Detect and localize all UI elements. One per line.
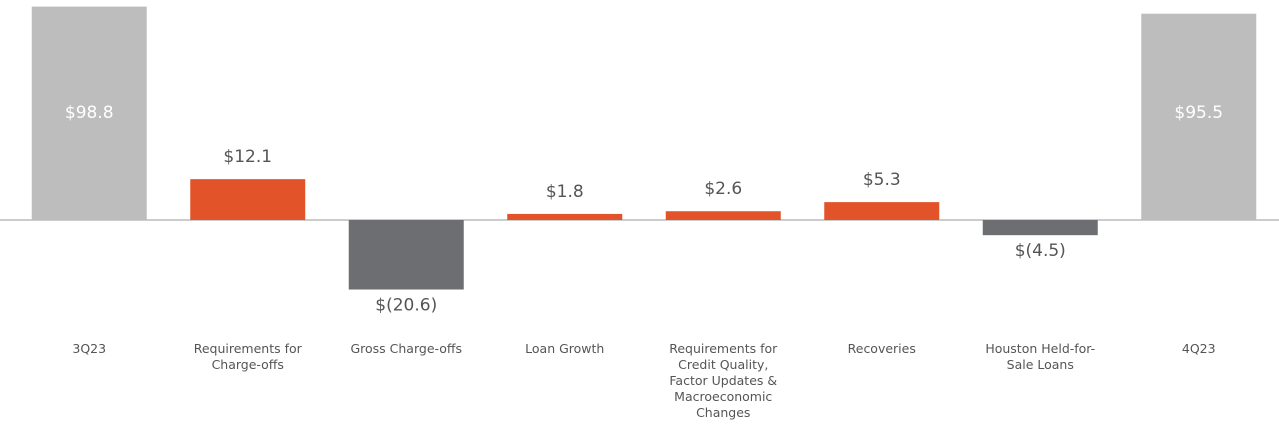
- bar: [665, 211, 781, 220]
- x-tick-label: Gross Charge-offs: [350, 341, 463, 356]
- bar: [31, 6, 147, 221]
- value-label: $(20.6): [375, 296, 437, 316]
- bar: [824, 202, 940, 220]
- x-tick-label: 4Q23: [1181, 341, 1216, 356]
- x-tick-label: Houston Held-for-Sale Loans: [985, 341, 1096, 372]
- bar: [1141, 13, 1257, 220]
- value-label: $2.6: [704, 179, 742, 199]
- value-label: $12.1: [223, 147, 272, 167]
- value-label: $(4.5): [1015, 241, 1066, 261]
- bar: [982, 220, 1098, 236]
- x-tick-label: Loan Growth: [525, 341, 605, 356]
- value-label: $95.5: [1174, 103, 1223, 123]
- x-tick-label: Requirements for Charge-offs: [193, 341, 302, 372]
- bar: [190, 179, 306, 220]
- x-tick-label: 3Q23: [72, 341, 107, 356]
- x-tick-label: Requirements for Credit Quality, Factor …: [669, 341, 778, 420]
- bar: [348, 220, 464, 290]
- x-tick-label: Recoveries: [847, 341, 916, 356]
- value-label: $98.8: [65, 103, 114, 123]
- bar: [507, 213, 623, 220]
- value-label: $5.3: [863, 170, 901, 190]
- value-label: $1.8: [546, 182, 584, 202]
